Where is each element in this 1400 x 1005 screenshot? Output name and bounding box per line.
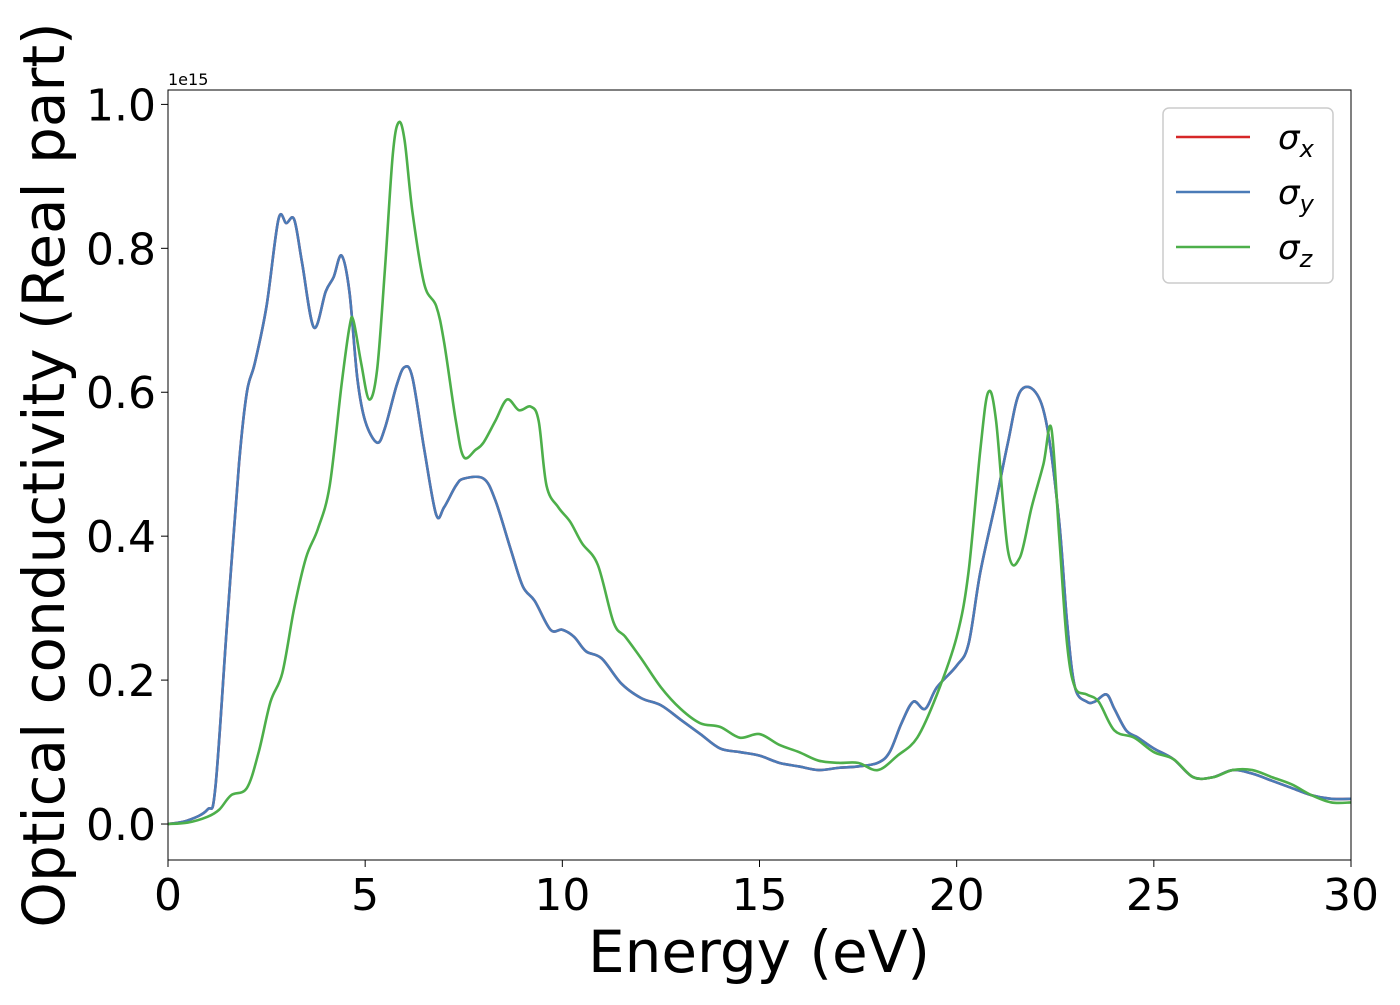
y-axis-label: Optical conductivity (Real part) [10, 22, 78, 927]
legend: σx σy σz [1162, 107, 1334, 284]
legend-items: σx σy σz [1176, 118, 1315, 273]
y-ticks: 0.0 0.2 0.4 0.6 0.8 1.0 [86, 80, 168, 851]
x-tick-label: 20 [929, 870, 985, 921]
legend-label-z: σz [1278, 228, 1314, 273]
x-tick-label: 25 [1126, 870, 1182, 921]
x-tick-label: 10 [534, 870, 590, 921]
y-tick-label: 0.2 [86, 656, 156, 707]
legend-label-x: σx [1278, 118, 1315, 163]
y-tick-label: 1.0 [86, 80, 156, 131]
x-axis-label: Energy (eV) [588, 918, 930, 986]
x-ticks: 0 5 10 15 20 25 30 [154, 860, 1379, 921]
y-tick-label: 0.8 [86, 224, 156, 275]
y-offset-text: 1e15 [168, 70, 208, 89]
y-tick-label: 0.4 [86, 512, 156, 563]
x-tick-label: 0 [154, 870, 182, 921]
legend-box [1162, 107, 1334, 284]
y-tick-label: 0.0 [86, 800, 156, 851]
lines-layer [167, 120, 1352, 826]
x-tick-label: 30 [1323, 870, 1379, 921]
x-tick-label: 5 [351, 870, 379, 921]
x-tick-label: 15 [732, 870, 788, 921]
legend-label-y: σy [1278, 173, 1315, 218]
series-line-z [167, 120, 1352, 826]
y-tick-label: 0.6 [86, 368, 156, 419]
plot-area [168, 90, 1351, 860]
